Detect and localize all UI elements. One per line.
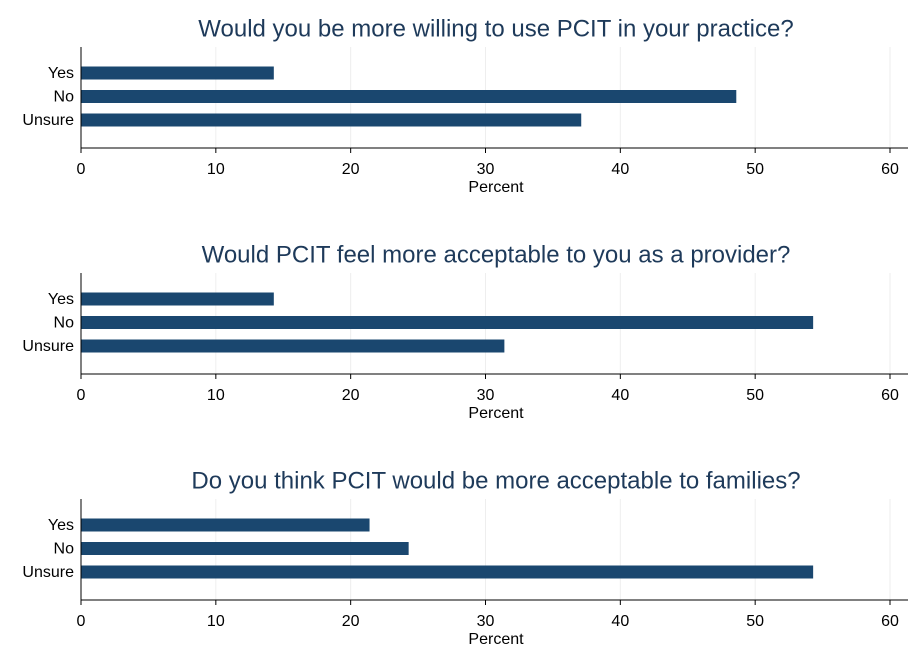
x-tick-label: 30: [477, 387, 495, 404]
x-axis-label: Percent: [468, 179, 524, 196]
bar: [81, 542, 409, 555]
bar: [81, 113, 582, 127]
x-tick-label: 0: [77, 161, 86, 178]
x-tick-label: 50: [746, 387, 764, 404]
x-tick-label: 50: [746, 161, 764, 178]
y-tick-label: No: [54, 315, 75, 332]
x-tick-label: 60: [881, 161, 899, 178]
x-tick-label: 40: [611, 161, 629, 178]
chart-title: Do you think PCIT would be more acceptab…: [191, 467, 800, 494]
x-tick-label: 40: [611, 387, 629, 404]
x-tick-label: 20: [342, 613, 360, 630]
y-tick-label: Yes: [48, 291, 74, 308]
x-tick-label: 30: [477, 613, 495, 630]
x-axis-label: Percent: [468, 405, 524, 422]
y-tick-label: Unsure: [22, 338, 74, 355]
x-tick-label: 50: [746, 613, 764, 630]
bar: [81, 339, 505, 353]
chart-title: Would PCIT feel more acceptable to you a…: [202, 241, 791, 268]
x-tick-label: 20: [342, 387, 360, 404]
bar: [81, 90, 737, 103]
y-tick-label: No: [54, 89, 75, 106]
bar: [81, 316, 814, 329]
x-tick-label: 10: [207, 161, 225, 178]
x-tick-label: 60: [881, 613, 899, 630]
x-tick-label: 60: [881, 387, 899, 404]
x-tick-label: 30: [477, 161, 495, 178]
x-tick-label: 10: [207, 387, 225, 404]
x-tick-label: 10: [207, 613, 225, 630]
bar: [81, 292, 274, 306]
x-tick-label: 0: [77, 387, 86, 404]
bar: [81, 66, 274, 80]
x-tick-label: 20: [342, 161, 360, 178]
y-tick-label: No: [54, 541, 75, 558]
x-tick-label: 0: [77, 613, 86, 630]
x-axis-label: Percent: [468, 631, 524, 648]
y-tick-label: Yes: [48, 517, 74, 534]
y-tick-label: Unsure: [22, 564, 74, 581]
bar: [81, 565, 814, 579]
bar: [81, 518, 370, 532]
x-tick-label: 40: [611, 613, 629, 630]
chart-title: Would you be more willing to use PCIT in…: [198, 15, 793, 42]
y-tick-label: Yes: [48, 65, 74, 82]
y-tick-label: Unsure: [22, 112, 74, 129]
